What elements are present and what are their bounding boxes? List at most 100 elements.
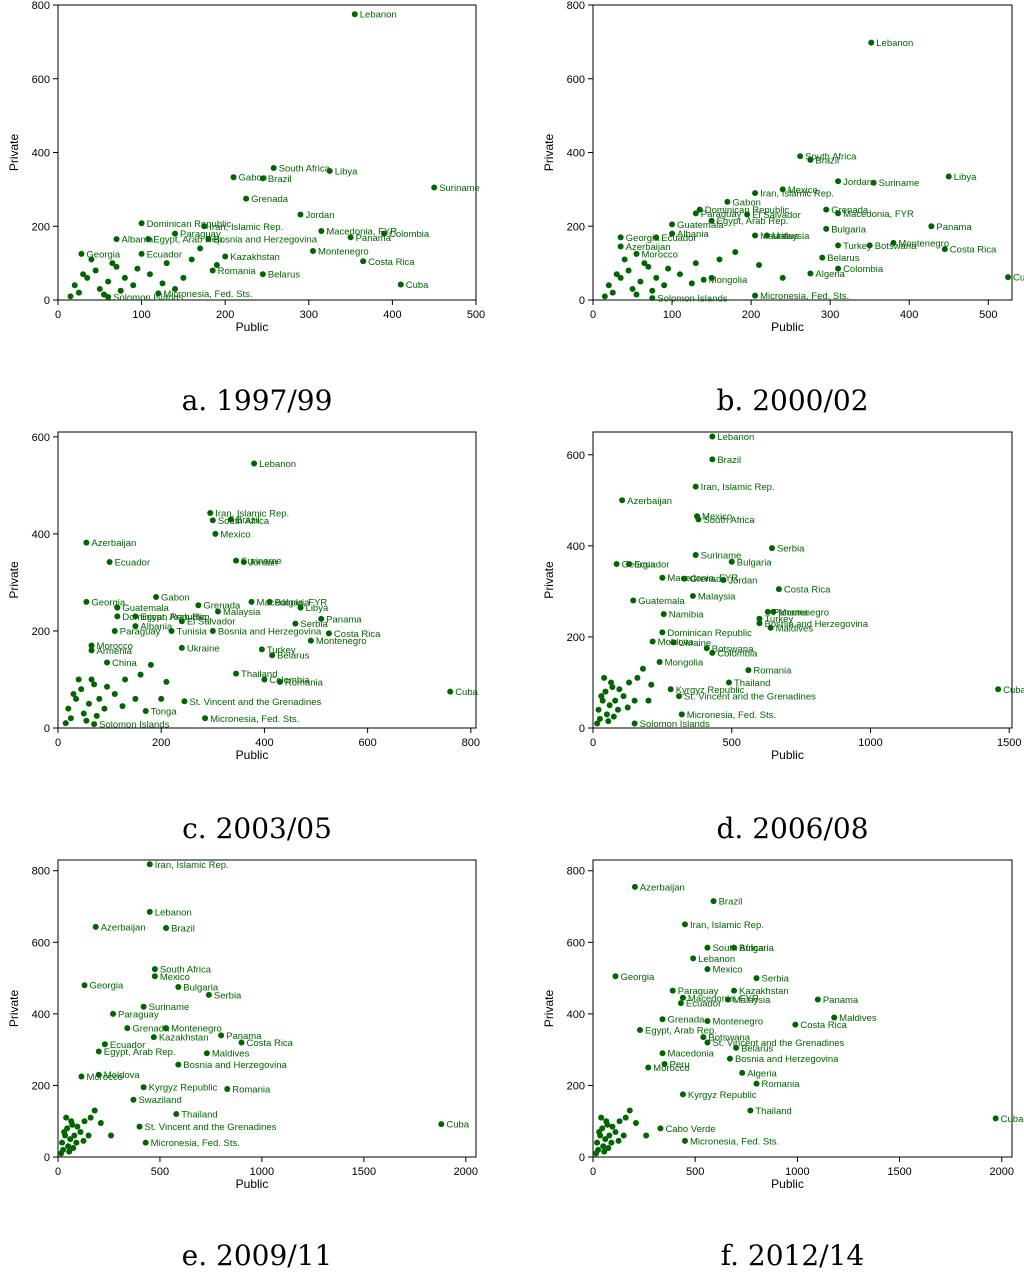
point-label: Iran, Islamic Rep. xyxy=(690,920,764,931)
data-point xyxy=(724,198,731,205)
data-point xyxy=(326,167,333,174)
point-label: Belarus xyxy=(827,253,859,264)
data-point xyxy=(649,287,656,294)
data-point xyxy=(146,908,153,915)
point-label: Botswana xyxy=(712,644,754,655)
x-tick-label: 300 xyxy=(821,309,839,321)
point-label: Lebanon xyxy=(259,459,296,470)
data-point xyxy=(63,1114,70,1121)
data-point xyxy=(645,263,652,270)
x-tick-label: 1000 xyxy=(785,1166,809,1178)
data-point xyxy=(113,236,120,243)
x-axis-title: Public xyxy=(771,320,804,334)
data-point xyxy=(209,627,216,634)
data-point xyxy=(93,712,100,719)
data-point xyxy=(704,966,711,973)
data-point xyxy=(637,1026,644,1033)
data-point xyxy=(124,1025,131,1032)
point-label: St. Vincent and the Grenadines xyxy=(712,1038,844,1049)
data-point xyxy=(732,249,739,256)
point-label: Ukraine xyxy=(678,638,711,649)
point-label: Lebanon xyxy=(698,954,735,965)
point-label: Mongolia xyxy=(665,657,704,668)
point-label: Botswana xyxy=(708,1033,750,1044)
data-point xyxy=(631,883,638,890)
point-label: Bulgaria xyxy=(183,983,219,994)
data-point xyxy=(347,234,354,241)
point-label: Ecuador xyxy=(115,558,150,569)
data-point xyxy=(132,613,139,620)
data-point xyxy=(792,1021,799,1028)
data-point xyxy=(104,683,111,690)
point-label: Malaysia xyxy=(698,591,736,602)
plot-frame xyxy=(57,431,477,729)
data-point xyxy=(890,239,897,246)
data-point xyxy=(992,1115,999,1122)
data-point xyxy=(608,1139,615,1146)
data-point xyxy=(178,644,185,651)
data-point xyxy=(657,1125,664,1132)
x-tick-label: 1000 xyxy=(858,737,882,749)
x-tick-label: 500 xyxy=(467,309,485,321)
data-point xyxy=(269,652,276,659)
data-point xyxy=(603,1118,610,1125)
point-label: Panama xyxy=(356,233,392,244)
data-point xyxy=(835,242,842,249)
data-point xyxy=(68,1118,75,1125)
data-point xyxy=(197,245,204,252)
data-point xyxy=(117,287,124,294)
data-point xyxy=(599,697,606,704)
data-point xyxy=(130,282,137,289)
x-tick-label: 400 xyxy=(383,309,401,321)
data-point xyxy=(600,1143,607,1150)
point-label: Costa Rica xyxy=(784,585,831,596)
data-point xyxy=(595,706,602,713)
data-point xyxy=(110,1010,117,1017)
point-label: Paraguay xyxy=(678,986,719,997)
x-tick-label: 100 xyxy=(663,309,681,321)
data-point xyxy=(645,1064,652,1071)
point-label: Kazakhstan xyxy=(739,986,789,997)
point-label: Georgia xyxy=(90,981,125,992)
point-label: Egypt, Arab Rep. xyxy=(140,612,212,623)
data-point xyxy=(669,221,676,228)
data-point xyxy=(598,693,605,700)
point-label: Colombia xyxy=(269,675,310,686)
data-point xyxy=(96,695,103,702)
data-point xyxy=(656,658,663,665)
data-point xyxy=(66,1148,73,1155)
point-label: Panama xyxy=(226,1031,262,1042)
data-point xyxy=(616,686,623,693)
point-label: Azerbaijan xyxy=(91,538,136,549)
y-tick-label: 0 xyxy=(44,723,50,735)
data-point xyxy=(661,1060,668,1067)
data-point xyxy=(1005,274,1012,281)
data-point xyxy=(731,944,738,951)
y-tick-label: 0 xyxy=(579,295,585,307)
point-label: Micronesia, Fed. Sts. xyxy=(690,1136,779,1147)
data-point xyxy=(205,236,212,243)
point-label: St. Vincent and the Grenadines xyxy=(189,697,321,708)
data-point xyxy=(639,665,646,672)
data-point xyxy=(130,1096,137,1103)
data-point xyxy=(88,642,95,649)
point-label: Peru xyxy=(670,1059,690,1070)
data-point xyxy=(708,217,715,224)
point-label: Albania xyxy=(677,229,709,240)
point-label: Cuba xyxy=(1001,1114,1024,1125)
point-label: Malaysia xyxy=(223,607,261,618)
data-point xyxy=(649,638,656,645)
point-label: Bosnia and Herzegovina xyxy=(764,619,868,630)
data-point xyxy=(147,661,154,668)
point-label: Malaysia xyxy=(772,231,810,242)
data-point xyxy=(779,186,786,193)
data-point xyxy=(150,1034,157,1041)
point-label: Solomon Islands xyxy=(640,719,710,730)
plot-frame xyxy=(57,859,477,1158)
data-point xyxy=(704,944,711,951)
x-tick-label: 500 xyxy=(979,309,997,321)
point-label: Georgia xyxy=(86,249,121,260)
point-label: Dominican Republic xyxy=(705,205,790,216)
data-point xyxy=(195,602,202,609)
data-point xyxy=(203,1050,210,1057)
